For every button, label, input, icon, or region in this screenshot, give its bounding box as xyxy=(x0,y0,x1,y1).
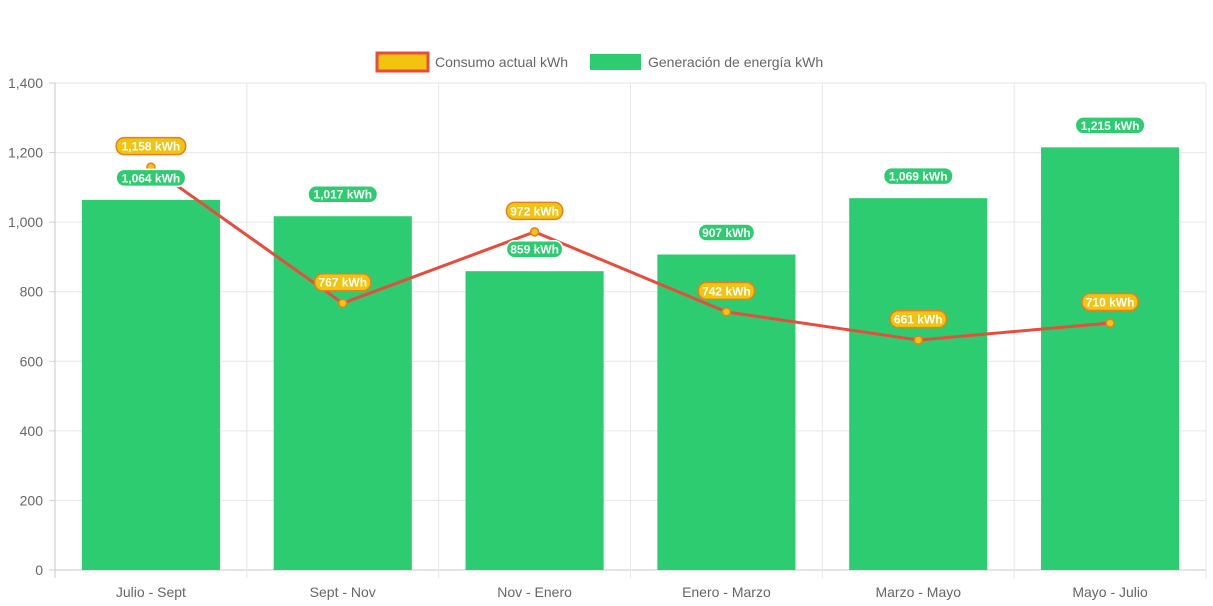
data-label-generacion-bg xyxy=(307,184,379,204)
data-label-generacion: 1,064 kWh xyxy=(122,171,181,185)
y-axis: 0 200 400 600 800 1,000 1,200 1,400 xyxy=(8,75,55,578)
data-label-generacion: 1,215 kWh xyxy=(1081,119,1140,133)
chart-legend[interactable]: Consumo actual kWh Generación de energía… xyxy=(375,51,823,73)
bar-generacion xyxy=(1041,147,1180,570)
data-label-consumo-bg xyxy=(1081,292,1139,312)
legend-label-consumo[interactable]: Consumo actual kWh xyxy=(435,54,568,70)
data-label-generacion-bg xyxy=(1074,116,1146,135)
data-label-generacion: 907 kWh xyxy=(702,226,751,240)
data-label-consumo: 1,158 kWh xyxy=(122,140,181,154)
generacion-bars xyxy=(81,147,1180,570)
data-label-consumo-bg xyxy=(505,201,564,221)
x-tick-label: Enero - Marzo xyxy=(682,584,771,600)
data-label-consumo: 767 kWh xyxy=(318,276,367,290)
y-tick-label: 1,400 xyxy=(8,75,43,91)
point-consumo xyxy=(529,227,540,237)
bar-generacion xyxy=(81,199,220,570)
point-consumo xyxy=(338,298,348,308)
data-label-generacion-bg xyxy=(505,239,564,259)
y-tick-label: 400 xyxy=(20,423,44,439)
data-label-consumo: 972 kWh xyxy=(510,204,559,218)
bar-generacion xyxy=(849,198,988,570)
y-tick-label: 1,000 xyxy=(8,214,43,230)
x-tick-label: Marzo - Mayo xyxy=(875,584,961,600)
y-tick-label: 1,200 xyxy=(8,145,43,161)
x-axis: Julio - Sept Sept - Nov Nov - Enero Enero -… xyxy=(116,584,1148,600)
data-label-generacion: 1,017 kWh xyxy=(313,188,372,202)
point-consumo xyxy=(913,335,923,345)
data-label-consumo-bg xyxy=(115,136,187,156)
legend-swatch-generacion[interactable] xyxy=(590,54,641,70)
data-label-consumo: 710 kWh xyxy=(1086,296,1135,310)
data-label-consumo-bg xyxy=(889,309,948,329)
data-label-consumo: 742 kWh xyxy=(702,284,751,298)
data-label-generacion: 1,069 kWh xyxy=(889,170,948,184)
y-tick-label: 200 xyxy=(20,492,44,508)
data-label-consumo: 661 kWh xyxy=(894,313,943,327)
point-consumo xyxy=(721,307,732,317)
legend-swatch-consumo[interactable] xyxy=(375,51,430,73)
point-consumo xyxy=(1105,318,1115,328)
x-tick-label: Sept - Nov xyxy=(310,584,376,600)
y-tick-label: 600 xyxy=(20,353,44,369)
data-label-generacion: 859 kWh xyxy=(510,243,559,257)
data-label-consumo-bg xyxy=(313,272,372,292)
y-tick-label: 0 xyxy=(35,562,43,578)
line-consumo xyxy=(150,165,1111,342)
data-label-consumo-bg xyxy=(697,281,756,301)
bar-generacion xyxy=(657,254,796,570)
x-tick-label: Mayo - Julio xyxy=(1072,584,1148,600)
data-labels: 1,064 kWh 1,017 kWh 859 kWh 907 kWh 1,069 kW… xyxy=(115,116,1146,329)
data-label-generacion-bg xyxy=(882,166,954,186)
data-label-generacion-bg xyxy=(115,168,187,188)
x-tick-label: Julio - Sept xyxy=(116,584,186,600)
y-tick-label: 800 xyxy=(20,284,44,300)
x-tick-label: Nov - Enero xyxy=(497,584,572,600)
data-label-generacion-bg xyxy=(697,223,756,242)
bar-generacion xyxy=(465,271,604,570)
legend-label-generacion[interactable]: Generación de energía kWh xyxy=(648,54,823,70)
